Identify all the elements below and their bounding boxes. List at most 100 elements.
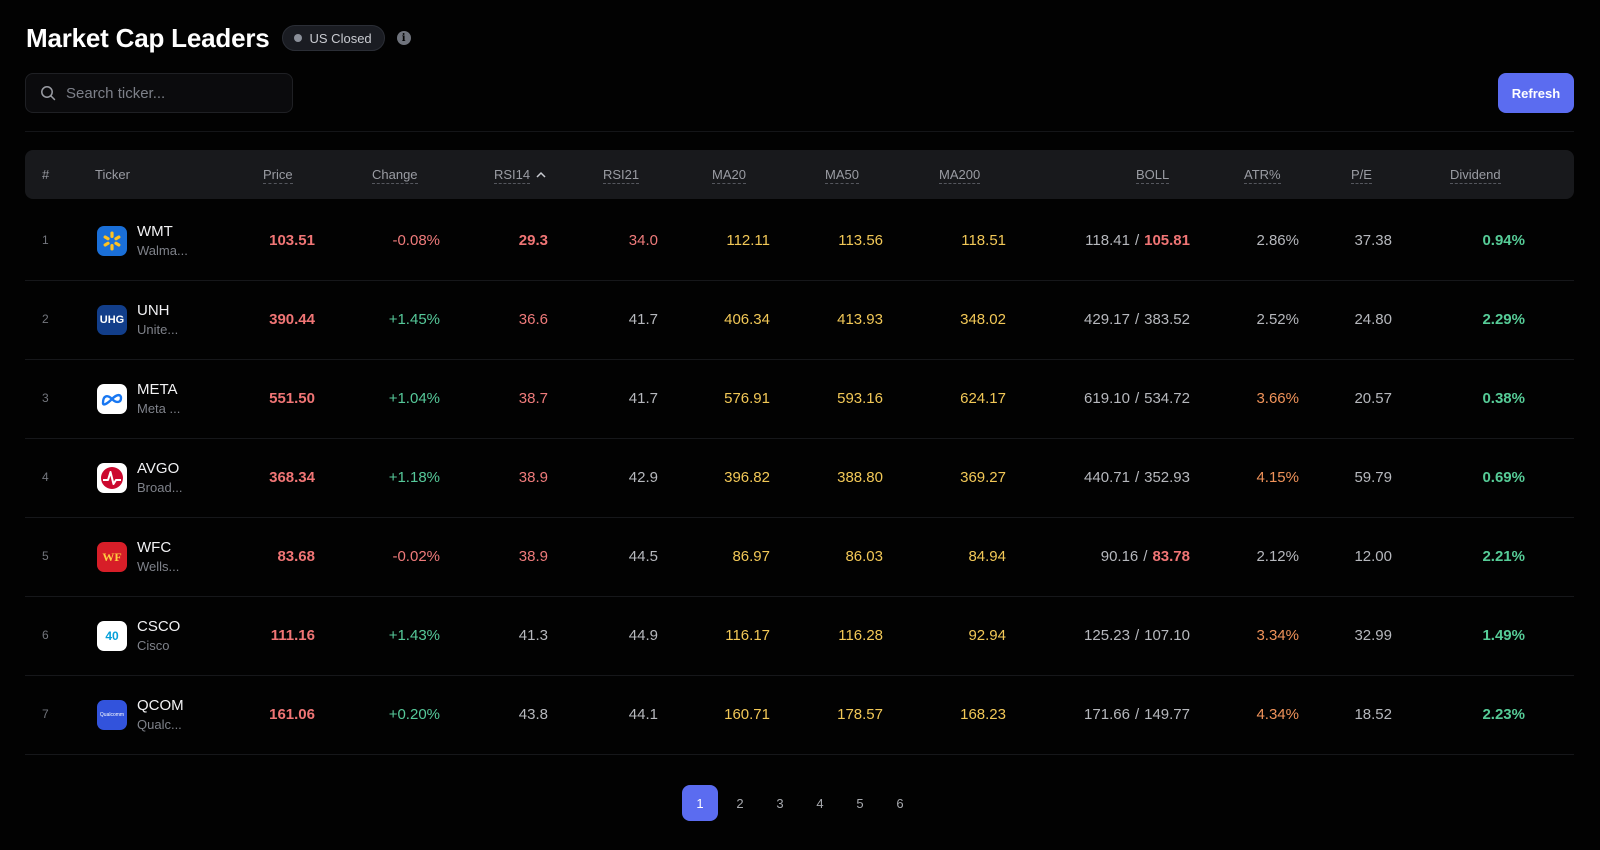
status-dot-icon <box>293 34 302 42</box>
pe-cell: 20.57 <box>1354 390 1392 407</box>
ma20-cell: 406.34 <box>724 311 770 328</box>
company-name: Walma... <box>137 243 188 258</box>
ticker-symbol: WMT <box>137 223 173 240</box>
boll-separator: / <box>1134 390 1140 407</box>
page-button-1[interactable]: 1 <box>682 785 718 821</box>
ma200-cell: 624.17 <box>960 390 1006 407</box>
info-icon[interactable]: i <box>396 31 411 45</box>
page-button-4[interactable]: 4 <box>816 795 824 811</box>
company-name: Meta ... <box>137 401 181 416</box>
ma20-cell: 112.11 <box>726 232 770 249</box>
column-header-atr[interactable]: ATR% <box>1244 150 1281 199</box>
ticker-symbol: QCOM <box>137 697 184 714</box>
boll-cell: 118.41/105.81 <box>1085 200 1190 281</box>
company-name: Broad... <box>137 480 183 495</box>
change-cell: -0.02% <box>392 548 440 565</box>
boll-lower: 149.77 <box>1144 706 1190 723</box>
company-name: Unite... <box>137 322 179 337</box>
ma200-cell: 118.51 <box>961 232 1006 249</box>
ma20-cell: 116.17 <box>725 627 770 644</box>
boll-separator: / <box>1134 469 1140 486</box>
company-name: Wells... <box>137 559 180 574</box>
boll-lower: 107.10 <box>1144 627 1190 644</box>
pe-cell: 18.52 <box>1354 706 1392 723</box>
boll-separator: / <box>1134 311 1140 328</box>
rsi14-cell: 43.8 <box>518 706 548 723</box>
boll-cell: 440.71/352.93 <box>1084 437 1190 518</box>
rsi21-cell: 41.7 <box>628 390 658 407</box>
table-row[interactable]: 5 WF WFC Wells... 83.68 -0.02% 38.9 44.5 86.97 86… <box>25 516 1574 597</box>
column-header-dividend[interactable]: Dividend <box>1450 150 1501 199</box>
column-header-price-label: Price <box>263 167 293 184</box>
ma20-cell: 576.91 <box>724 390 770 407</box>
dividend-cell: 1.49% <box>1482 627 1525 644</box>
rsi14-cell: 41.3 <box>518 627 548 644</box>
column-header-pe[interactable]: P/E <box>1351 150 1372 199</box>
price-cell: 111.16 <box>270 627 315 644</box>
ma200-cell: 348.02 <box>960 311 1006 328</box>
table-row[interactable]: 1 WMT Walma... 103.51 -0.08% 29.3 34.0 112.11 11… <box>25 200 1574 281</box>
change-cell: +1.45% <box>388 311 440 328</box>
search-icon <box>41 86 56 101</box>
search-box[interactable] <box>25 73 293 113</box>
column-header-rank: # <box>42 167 50 182</box>
column-header-rsi21[interactable]: RSI21 <box>603 150 640 199</box>
rsi14-cell: 29.3 <box>518 232 548 249</box>
ma200-cell: 168.23 <box>960 706 1006 723</box>
page-button-3[interactable]: 3 <box>776 795 784 811</box>
ticker-symbol: WFC <box>137 539 172 556</box>
page-button-5[interactable]: 5 <box>856 795 864 811</box>
boll-upper: 125.23 <box>1084 627 1130 644</box>
row-rank: 4 <box>42 470 49 484</box>
rsi14-cell: 36.6 <box>518 311 548 328</box>
row-rank: 2 <box>42 312 49 326</box>
ma200-cell: 84.94 <box>968 548 1006 565</box>
table-row[interactable]: 6 40 CSCO Cisco 111.16 +1.43% 41.3 44.9 116.17 11… <box>25 595 1574 676</box>
column-header-pe-label: P/E <box>1351 167 1372 184</box>
cisco-logo-text: 40 <box>105 629 119 643</box>
column-header-ma50[interactable]: MA50 <box>825 150 859 199</box>
atr-cell: 2.52% <box>1256 311 1299 328</box>
column-header-price[interactable]: Price <box>263 150 293 199</box>
change-cell: +1.04% <box>388 390 440 407</box>
boll-upper: 619.10 <box>1084 390 1130 407</box>
page-button-2[interactable]: 2 <box>736 795 744 811</box>
rsi21-cell: 44.9 <box>628 627 658 644</box>
column-header-change[interactable]: Change <box>372 150 418 199</box>
pe-cell: 12.00 <box>1354 548 1392 565</box>
table-header: # Ticker Price Change RSI14 RSI21 MA20 M… <box>25 150 1574 199</box>
column-header-ma200-label: MA200 <box>939 167 981 184</box>
atr-cell: 4.34% <box>1256 706 1299 723</box>
cisco-logo-icon: 40 <box>97 621 127 651</box>
boll-separator: / <box>1134 706 1140 723</box>
boll-cell: 125.23/107.10 <box>1084 595 1190 676</box>
table-row[interactable]: 7 Qualcomm QCOM Qualc... 161.06 +0.20% 43.8 44.… <box>25 674 1574 755</box>
column-header-ma20-label: MA20 <box>712 167 746 184</box>
pe-cell: 24.80 <box>1354 311 1392 328</box>
pe-cell: 37.38 <box>1354 232 1392 249</box>
refresh-button[interactable]: Refresh <box>1498 73 1574 113</box>
search-input[interactable] <box>66 84 276 102</box>
rsi14-cell: 38.9 <box>518 548 548 565</box>
table-row[interactable]: 4 AVGO Broad... 368.34 +1.18% 38.9 42.9 396.82 3… <box>25 437 1574 518</box>
ma200-cell: 92.94 <box>968 627 1006 644</box>
dividend-cell: 0.69% <box>1482 469 1525 486</box>
boll-upper: 429.17 <box>1084 311 1130 328</box>
column-header-rsi14[interactable]: RSI14 <box>494 150 546 199</box>
boll-upper: 171.66 <box>1084 706 1130 723</box>
table-row[interactable]: 3 META Meta ... 551.50 +1.04% 38.7 41.7 576.91 5… <box>25 358 1574 439</box>
price-cell: 161.06 <box>269 706 315 723</box>
rsi21-cell: 44.1 <box>628 706 658 723</box>
price-cell: 390.44 <box>269 311 315 328</box>
price-cell: 103.51 <box>269 232 315 249</box>
table-row[interactable]: 2 UHG UNH Unite... 390.44 +1.45% 36.6 41.7 406.3… <box>25 279 1574 360</box>
column-header-ma20[interactable]: MA20 <box>712 150 746 199</box>
price-cell: 368.34 <box>269 469 315 486</box>
change-cell: +1.18% <box>388 469 440 486</box>
page-button-6[interactable]: 6 <box>896 795 904 811</box>
atr-cell: 3.66% <box>1256 390 1299 407</box>
column-header-ma200[interactable]: MA200 <box>939 150 981 199</box>
dividend-cell: 2.29% <box>1482 311 1525 328</box>
boll-separator: / <box>1134 627 1140 644</box>
column-header-boll[interactable]: BOLL <box>1136 150 1170 199</box>
